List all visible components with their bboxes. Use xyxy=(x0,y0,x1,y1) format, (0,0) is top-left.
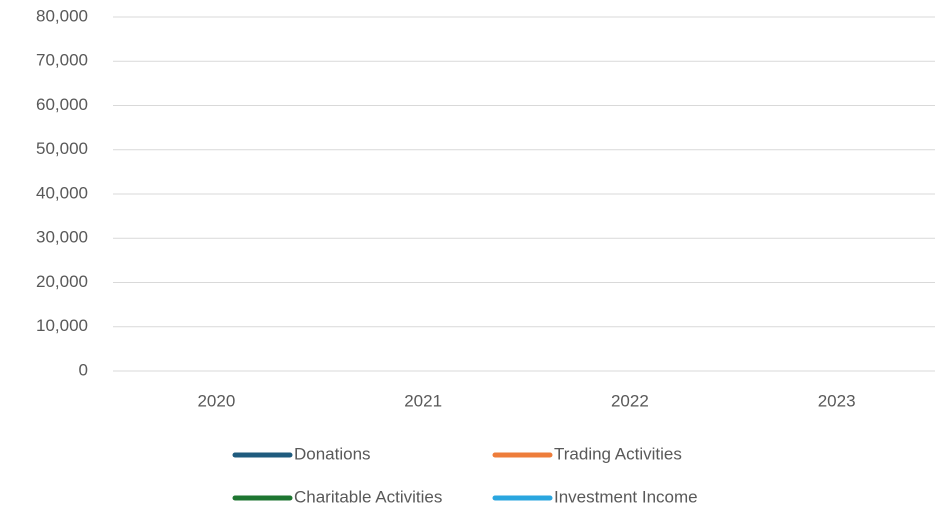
y-tick-label: 30,000 xyxy=(36,228,88,247)
x-tick-label: 2023 xyxy=(818,391,856,410)
legend-label: Trading Activities xyxy=(554,444,682,463)
x-tick-label: 2022 xyxy=(611,391,649,410)
y-tick-label: 70,000 xyxy=(36,51,88,70)
legend-label: Charitable Activities xyxy=(294,487,442,506)
y-tick-label: 20,000 xyxy=(36,272,88,291)
x-tick-label: 2021 xyxy=(404,391,442,410)
y-tick-label: 50,000 xyxy=(36,139,88,158)
y-tick-label: 10,000 xyxy=(36,316,88,335)
y-tick-label: 40,000 xyxy=(36,183,88,202)
y-tick-label: 0 xyxy=(79,360,88,379)
x-tick-label: 2020 xyxy=(197,391,235,410)
y-tick-label: 60,000 xyxy=(36,95,88,114)
y-tick-label: 80,000 xyxy=(36,6,88,25)
legend-label: Donations xyxy=(294,444,371,463)
legend-label: Investment Income xyxy=(554,487,698,506)
